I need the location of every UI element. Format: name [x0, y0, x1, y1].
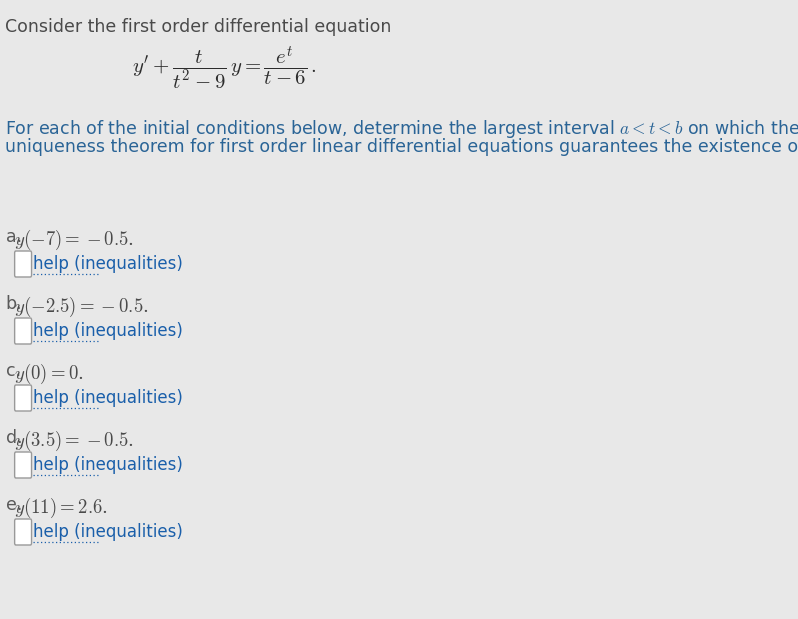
Text: help (inequalities): help (inequalities)	[33, 523, 183, 541]
Text: help (inequalities): help (inequalities)	[33, 322, 183, 340]
Text: uniqueness theorem for first order linear differential equations guarantees the : uniqueness theorem for first order linea…	[5, 138, 798, 156]
Text: $y' + \dfrac{t}{t^2 - 9}\,y = \dfrac{e^t}{t - 6}\,.$: $y' + \dfrac{t}{t^2 - 9}\,y = \dfrac{e^t…	[132, 45, 317, 92]
Text: help (inequalities): help (inequalities)	[33, 456, 183, 474]
Text: Consider the first order differential equation: Consider the first order differential eq…	[5, 18, 391, 36]
Text: $y(-7) = -0.5$.: $y(-7) = -0.5$.	[14, 228, 134, 252]
Text: help (inequalities): help (inequalities)	[33, 389, 183, 407]
FancyBboxPatch shape	[14, 318, 32, 344]
Text: b.: b.	[6, 295, 22, 313]
FancyBboxPatch shape	[14, 385, 32, 411]
Text: a.: a.	[6, 228, 22, 246]
Text: $y(3.5) = -0.5$.: $y(3.5) = -0.5$.	[14, 429, 134, 453]
Text: d.: d.	[6, 429, 22, 447]
Text: help (inequalities): help (inequalities)	[33, 255, 183, 273]
Text: $y(11) = 2.6$.: $y(11) = 2.6$.	[14, 496, 108, 520]
Text: c.: c.	[6, 362, 21, 380]
Text: $y(-2.5) = -0.5$.: $y(-2.5) = -0.5$.	[14, 295, 148, 319]
Text: e.: e.	[6, 496, 22, 514]
Text: For each of the initial conditions below, determine the largest interval $a < t : For each of the initial conditions below…	[5, 118, 798, 140]
Text: $y(0) = 0$.: $y(0) = 0$.	[14, 362, 84, 386]
FancyBboxPatch shape	[14, 519, 32, 545]
FancyBboxPatch shape	[14, 251, 32, 277]
FancyBboxPatch shape	[14, 452, 32, 478]
